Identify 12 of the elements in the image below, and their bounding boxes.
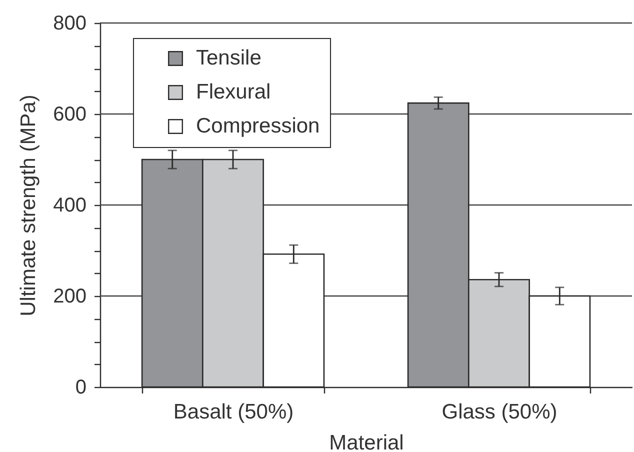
legend-label: Flexural bbox=[196, 80, 271, 104]
y-tick-label: 0 bbox=[75, 376, 86, 398]
x-axis-title: Material bbox=[329, 432, 404, 452]
legend-label: Tensile bbox=[196, 46, 262, 70]
y-tick-label: 400 bbox=[53, 194, 86, 216]
y-axis-title: Ultimate strength (MPa) bbox=[17, 94, 40, 316]
x-tick-label: Basalt (50%) bbox=[173, 400, 294, 424]
x-tick-label: Glass (50%) bbox=[442, 400, 558, 424]
legend-label: Compression bbox=[196, 114, 320, 138]
y-tick-label: 600 bbox=[53, 104, 86, 126]
y-tick-label: 200 bbox=[53, 286, 86, 308]
y-tick-label: 800 bbox=[53, 12, 86, 34]
